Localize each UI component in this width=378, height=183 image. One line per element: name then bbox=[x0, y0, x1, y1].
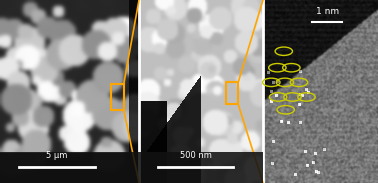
Text: 1 nm: 1 nm bbox=[316, 8, 339, 16]
Text: 5 μm: 5 μm bbox=[46, 151, 67, 160]
Bar bbox=[0, 152, 139, 183]
Text: 500 nm: 500 nm bbox=[180, 151, 212, 160]
Bar bbox=[111, 84, 124, 110]
Bar bbox=[139, 152, 263, 183]
Bar bbox=[226, 82, 238, 104]
